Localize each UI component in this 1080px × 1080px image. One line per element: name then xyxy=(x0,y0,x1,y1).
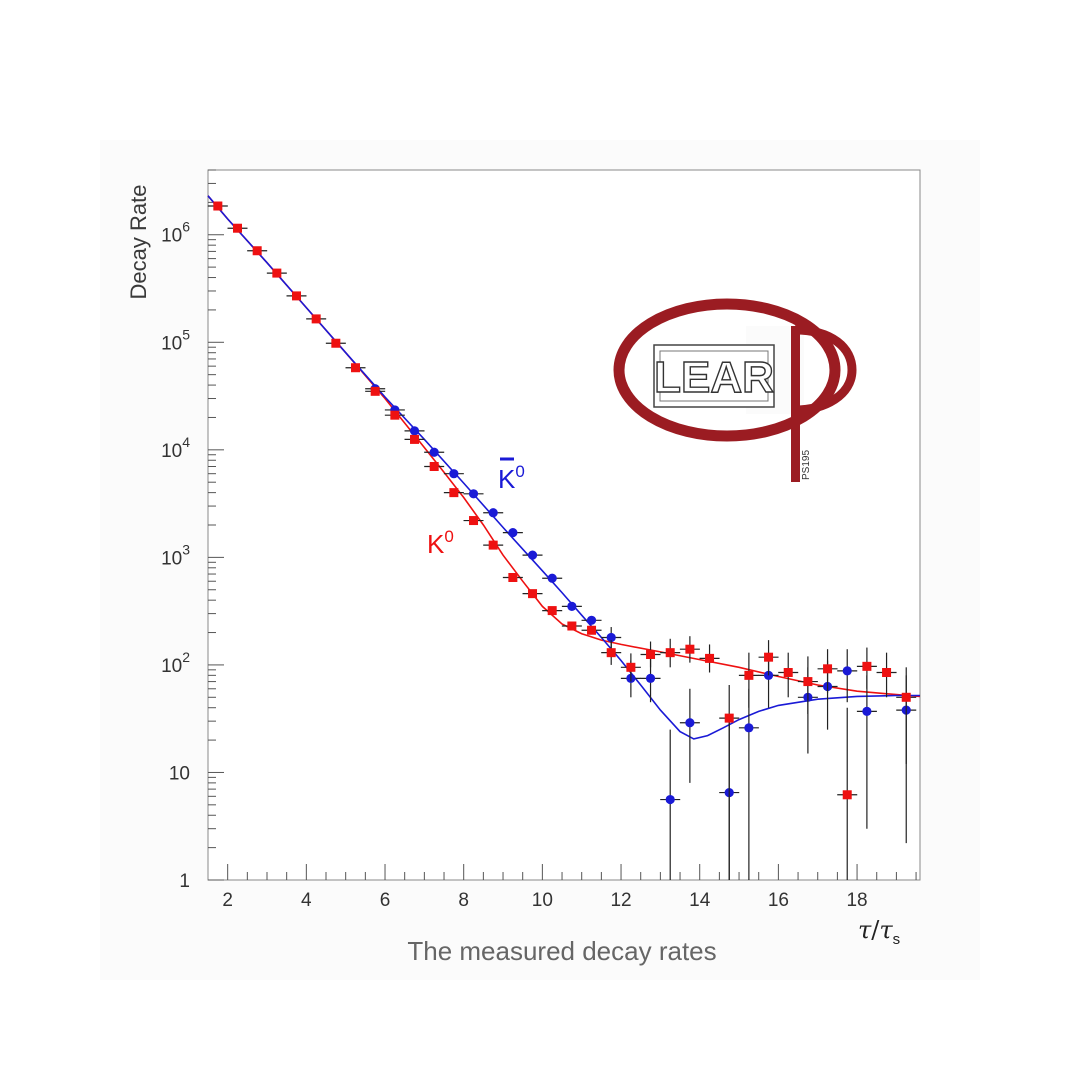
y-tick-label: 103 xyxy=(161,541,190,569)
kbar-point xyxy=(685,718,695,728)
x-tick-label: 8 xyxy=(458,890,469,911)
plot-frame xyxy=(207,169,921,881)
k0-point xyxy=(213,201,223,211)
k0-point xyxy=(646,649,656,659)
x-tick-label: 18 xyxy=(846,890,867,911)
k0-point xyxy=(823,664,833,674)
x-tick-label: 4 xyxy=(301,890,312,911)
k0-point xyxy=(724,713,734,723)
kbar-point xyxy=(468,489,479,499)
k0-point xyxy=(665,648,675,658)
k0-point xyxy=(803,677,813,687)
x-tick-label: 6 xyxy=(380,890,391,911)
kbar-point xyxy=(527,550,538,560)
k0-point xyxy=(252,246,262,256)
k0-point xyxy=(862,661,872,671)
y-tick-label: 106 xyxy=(161,219,190,247)
lear-cp-logo: LEAR PS195 xyxy=(613,298,857,482)
logo-c-ring xyxy=(613,298,841,442)
k0-point xyxy=(842,790,852,800)
k0-point xyxy=(606,648,616,658)
x-tick-label: 12 xyxy=(610,890,631,911)
logo-text: LEAR xyxy=(654,353,774,402)
logo-p-bowl xyxy=(794,325,857,415)
k0-point xyxy=(292,291,302,301)
x-tick-label: 10 xyxy=(532,890,553,911)
k0-point xyxy=(449,488,459,498)
k0-point xyxy=(233,223,243,233)
logo-p-stem xyxy=(791,326,800,482)
y-axis-title: Decay Rate xyxy=(126,185,151,300)
k0-point xyxy=(488,540,498,550)
k0-point xyxy=(311,314,321,324)
x-tick-label: 16 xyxy=(768,890,789,911)
k0-point xyxy=(547,606,557,616)
logo-code: PS195 xyxy=(801,450,812,480)
x-tick-label: 14 xyxy=(689,890,711,911)
k0-point xyxy=(783,668,793,678)
k0-point xyxy=(587,625,597,635)
kbar-point xyxy=(449,469,459,479)
y-tick-label: 1 xyxy=(179,871,190,892)
k0-point xyxy=(685,644,695,654)
logo-box-inner xyxy=(659,350,769,402)
axis-ticks: 2 4 6 8 10 12 14 16 18 1 10 102 103 104 105 106 xyxy=(161,169,917,911)
data-points xyxy=(207,201,917,880)
k0-point xyxy=(626,662,636,672)
kbar-point xyxy=(409,426,420,436)
kbar-point xyxy=(508,527,518,538)
y-tick-label: 105 xyxy=(161,326,190,354)
series-label-kbar: K0 xyxy=(498,457,525,494)
kbar-point xyxy=(547,573,557,583)
kbar-label: K0 xyxy=(498,462,525,494)
k0-point xyxy=(410,434,420,444)
kbar-point xyxy=(586,615,597,625)
x-tick-label: 2 xyxy=(222,890,233,911)
kbar-point xyxy=(645,673,656,683)
k0-point xyxy=(331,338,341,348)
k0-point xyxy=(528,589,538,599)
y-tick-label: 10 xyxy=(169,763,190,784)
k0-point xyxy=(469,516,479,526)
kbar-point xyxy=(842,666,852,676)
kbar-point xyxy=(488,508,498,518)
kbar-point xyxy=(744,723,754,733)
k0-point xyxy=(882,668,892,678)
k0-label: K0 xyxy=(427,527,454,559)
kbar-point xyxy=(429,447,439,457)
k0-point xyxy=(272,268,282,278)
chart-title: The measured decay rates xyxy=(407,936,716,966)
k0-point xyxy=(744,670,754,680)
k0-point xyxy=(764,652,774,662)
y-tick-label: 102 xyxy=(161,649,190,677)
k0-point xyxy=(508,572,518,582)
k0-point xyxy=(351,363,361,373)
kbar-point xyxy=(606,632,616,643)
k0-point xyxy=(390,410,400,420)
k0-point xyxy=(567,621,577,631)
x-axis-title: τ/τs xyxy=(858,916,900,948)
y-tick-label: 104 xyxy=(161,434,190,462)
kbar-point xyxy=(665,794,675,805)
k0-point xyxy=(429,461,439,471)
k0-point xyxy=(370,386,380,396)
logo-box xyxy=(653,344,775,408)
k0-point xyxy=(705,653,715,663)
k0-point xyxy=(901,692,911,702)
kbar-point xyxy=(862,706,872,716)
kbar-point xyxy=(567,601,577,612)
